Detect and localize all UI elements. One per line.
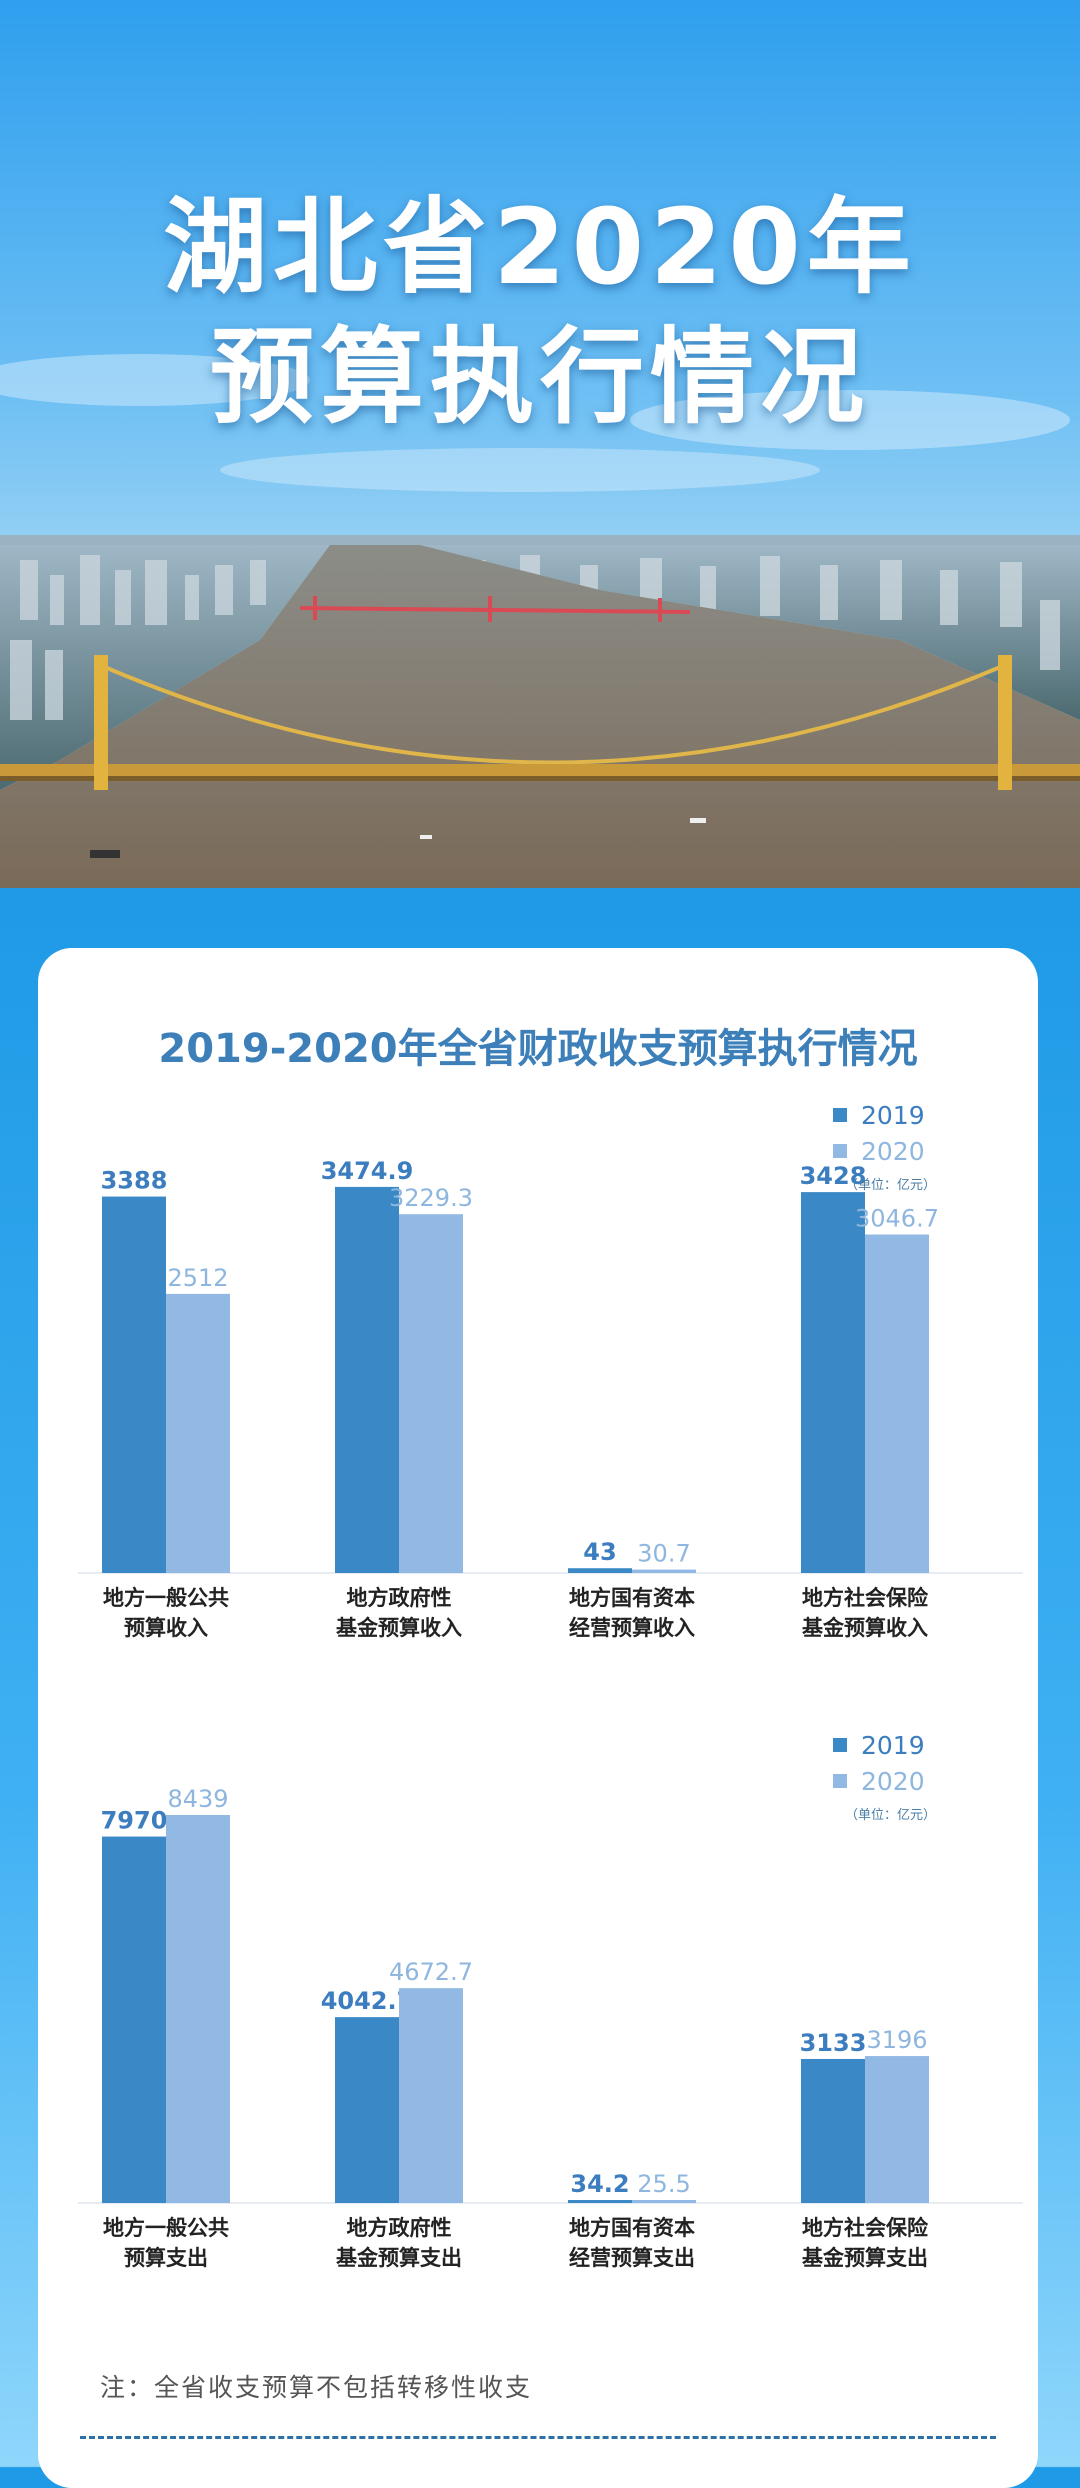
bar-2020-2 — [632, 2200, 696, 2203]
hero-cityscape-image — [0, 0, 1080, 888]
unit-label: （单位：亿元） — [845, 1808, 937, 1823]
category-label-line: 地方社会保险 — [802, 1586, 928, 1610]
legend-item-2019: 2019 — [833, 1098, 925, 1132]
category-label-3: 地方社会保险 基金预算收入 — [765, 1583, 965, 1643]
category-label-2: 地方国有资本 经营预算支出 — [532, 2213, 732, 2273]
legend-label-2020: 2020 — [861, 1136, 925, 1166]
bar-2019-2 — [568, 1568, 632, 1573]
legend-swatch-2020 — [833, 1774, 847, 1788]
data-label-2019-0: 3388 — [101, 1167, 168, 1195]
data-label-2019-2: 34.2 — [570, 2170, 629, 2198]
category-label-3: 地方社会保险 基金预算支出 — [765, 2213, 965, 2273]
data-label-2020-3: 3196 — [866, 2026, 927, 2054]
category-label-line: 基金预算支出 — [802, 2246, 928, 2270]
bar-2019-1 — [335, 1186, 399, 1573]
category-label-0: 地方一般公共 预算收入 — [66, 1583, 266, 1643]
category-label-line: 基金预算收入 — [336, 1616, 462, 1640]
bar-2020-0 — [166, 1293, 230, 1573]
data-label-2019-1: 4042.7 — [321, 1987, 414, 2015]
category-label-line: 地方一般公共 — [103, 1586, 229, 1610]
hero-banner: 湖北省2020年 预算执行情况 — [0, 0, 1080, 888]
data-label-2020-1: 4672.7 — [389, 1958, 473, 1986]
bar-2019-1 — [335, 2017, 399, 2203]
data-label-2019-3: 3428 — [800, 1162, 867, 1190]
data-label-2019-1: 3474.9 — [321, 1157, 414, 1185]
bar-2019-2 — [568, 2200, 632, 2203]
card-title: 2019-2020年全省财政收支预算执行情况 — [158, 1026, 918, 1072]
category-label-2: 地方国有资本 经营预算收入 — [532, 1583, 732, 1643]
expense-bar-chart: 7970 8439 4042.7 4672.7 34.2 25.5 3133 3196 201… — [38, 1728, 1038, 2288]
bar-2019-0 — [102, 1836, 166, 2203]
category-label-line: 预算支出 — [124, 2246, 208, 2270]
category-label-line: 基金预算收入 — [802, 1616, 928, 1640]
legend-label-2019: 2019 — [861, 1730, 925, 1760]
data-label-2020-2: 25.5 — [637, 2170, 690, 2198]
bar-2020-2 — [632, 1569, 696, 1573]
footnote: 注：全省收支预算不包括转移性收支 — [100, 2373, 533, 2402]
category-label-line: 经营预算支出 — [569, 2246, 695, 2270]
category-label-line: 基金预算支出 — [336, 2246, 462, 2270]
bar-2020-3 — [865, 2056, 929, 2203]
hero-title-line-2: 预算执行情况 — [209, 316, 870, 438]
bar-2020-3 — [865, 1234, 929, 1573]
legend-swatch-2020 — [833, 1144, 847, 1158]
bar-2020-1 — [399, 1214, 463, 1573]
income-bar-chart: 3388 2512 3474.9 3229.3 43 30.7 3428 3046.7 201… — [38, 1098, 1038, 1658]
legend-item-2020: 2020 — [833, 1134, 925, 1168]
category-label-line: 地方国有资本 — [569, 1586, 695, 1610]
category-label-0: 地方一般公共 预算支出 — [66, 2213, 266, 2273]
bar-2020-1 — [399, 1988, 463, 2203]
data-label-2020-1: 3229.3 — [389, 1184, 473, 1212]
legend-swatch-2019 — [833, 1108, 847, 1122]
data-label-2020-3: 3046.7 — [855, 1204, 939, 1232]
budget-card: 2019-2020年全省财政收支预算执行情况 3388 2512 3474.9 322… — [38, 948, 1038, 2488]
data-label-2019-2: 43 — [583, 1538, 616, 1566]
category-label-line: 地方国有资本 — [569, 2216, 695, 2240]
data-label-2020-2: 30.7 — [637, 1540, 690, 1568]
bar-2019-0 — [102, 1196, 166, 1573]
data-label-2020-0: 2512 — [167, 1264, 228, 1292]
data-label-2019-3: 3133 — [800, 2029, 867, 2057]
hero-title-line-1: 湖北省2020年 — [163, 186, 917, 308]
data-label-2020-0: 8439 — [167, 1785, 228, 1813]
category-label-line: 经营预算收入 — [569, 1616, 695, 1640]
legend-label-2019: 2019 — [861, 1100, 925, 1130]
bar-2019-3 — [801, 1192, 865, 1573]
category-label-line: 地方一般公共 — [103, 2216, 229, 2240]
data-label-2019-0: 7970 — [101, 1807, 168, 1835]
category-label-line: 地方政府性 — [346, 2216, 452, 2240]
bar-2020-0 — [166, 1815, 230, 2203]
category-label-line: 预算收入 — [124, 1616, 208, 1640]
legend-label-2020: 2020 — [861, 1766, 925, 1796]
legend-item-2020: 2020 — [833, 1764, 925, 1798]
category-label-line: 地方政府性 — [346, 1586, 452, 1610]
bar-2019-3 — [801, 2058, 865, 2203]
category-label-1: 地方政府性基金预算收入 — [299, 1583, 499, 1643]
unit-label: （单位：亿元） — [845, 1178, 937, 1193]
category-label-1: 地方政府性基金预算支出 — [299, 2213, 499, 2273]
legend-swatch-2019 — [833, 1738, 847, 1752]
category-label-line: 地方社会保险 — [802, 2216, 928, 2240]
legend-item-2019: 2019 — [833, 1728, 925, 1762]
dashed-divider — [80, 2436, 996, 2439]
